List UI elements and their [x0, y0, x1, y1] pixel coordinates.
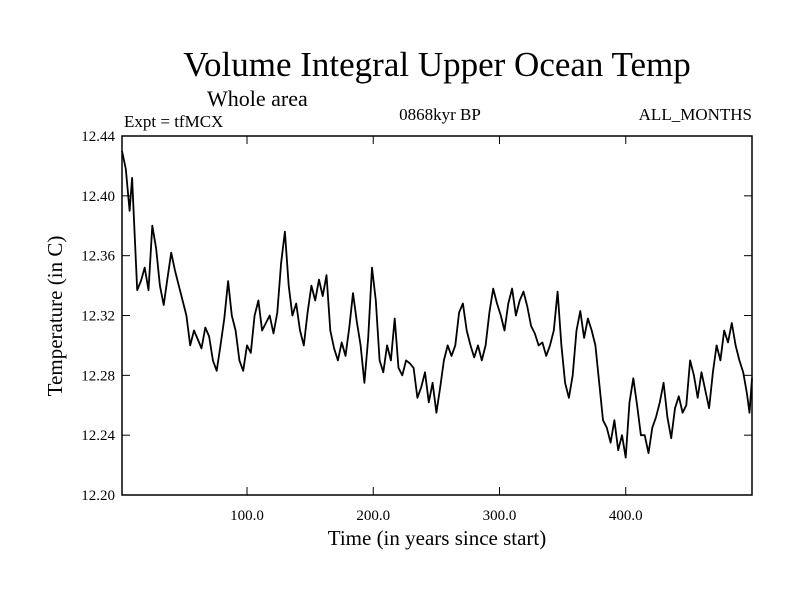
x-tick-label: 100.0 — [230, 508, 264, 524]
chart-title: Volume Integral Upper Ocean Temp — [183, 45, 690, 84]
y-tick-label: 12.28 — [81, 368, 115, 384]
experiment-label: Expt = tfMCX — [124, 112, 223, 131]
y-axis-label: Temperature (in C) — [43, 236, 67, 397]
x-axis-label: Time (in years since start) — [328, 526, 547, 550]
y-tick-label: 12.44 — [81, 129, 115, 145]
y-tick-label: 12.20 — [81, 488, 115, 504]
y-tick-label: 12.40 — [81, 189, 115, 205]
x-tick-label: 200.0 — [356, 508, 390, 524]
x-tick-label: 400.0 — [609, 508, 643, 524]
plot-frame — [121, 135, 753, 496]
y-axis-ticks: 12.20 12.24 12.28 12.32 12.36 12.40 12.44 — [81, 129, 752, 504]
temperature-series-line — [121, 150, 753, 459]
period-label: 0868kyr BP — [399, 105, 481, 124]
x-tick-label: 300.0 — [483, 508, 517, 524]
y-tick-label: 12.24 — [81, 428, 115, 444]
y-tick-label: 12.32 — [81, 309, 115, 325]
months-label: ALL_MONTHS — [639, 105, 752, 124]
y-tick-label: 12.36 — [81, 249, 115, 265]
chart-subtitle: Whole area — [207, 86, 308, 111]
x-axis-ticks: 100.0 200.0 300.0 400.0 — [230, 136, 643, 524]
